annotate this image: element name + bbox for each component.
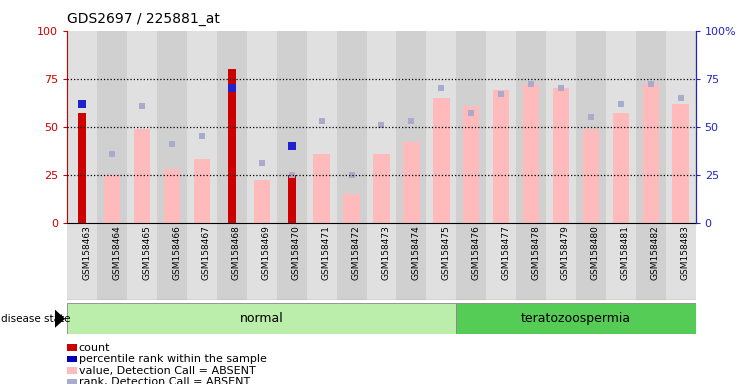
- Bar: [313, 154, 330, 223]
- Bar: [456, 31, 486, 223]
- Bar: [157, 31, 187, 223]
- Bar: [187, 223, 217, 300]
- Bar: [337, 31, 367, 223]
- Bar: [576, 31, 606, 223]
- Bar: [187, 31, 217, 223]
- Text: normal: normal: [240, 312, 283, 325]
- Bar: [636, 223, 666, 300]
- Bar: [97, 31, 127, 223]
- Bar: [217, 223, 247, 300]
- Bar: [486, 31, 516, 223]
- Bar: [672, 104, 689, 223]
- Text: disease state: disease state: [1, 314, 71, 324]
- Bar: [403, 142, 420, 223]
- Bar: [67, 223, 97, 300]
- Bar: [307, 223, 337, 300]
- Bar: [373, 154, 390, 223]
- Bar: [277, 223, 307, 300]
- Text: GSM158478: GSM158478: [531, 225, 540, 280]
- Bar: [97, 223, 127, 300]
- Text: GSM158468: GSM158468: [232, 225, 241, 280]
- Bar: [157, 223, 187, 300]
- Bar: [486, 223, 516, 300]
- Text: GSM158475: GSM158475: [441, 225, 450, 280]
- Bar: [217, 31, 247, 223]
- Bar: [666, 31, 696, 223]
- Text: teratozoospermia: teratozoospermia: [521, 312, 631, 325]
- Bar: [367, 223, 396, 300]
- Bar: [643, 84, 659, 223]
- Bar: [337, 223, 367, 300]
- Bar: [194, 159, 210, 223]
- Bar: [636, 31, 666, 223]
- Text: GSM158483: GSM158483: [681, 225, 690, 280]
- Text: GSM158482: GSM158482: [651, 225, 660, 280]
- Polygon shape: [55, 310, 65, 328]
- Bar: [456, 223, 486, 300]
- Bar: [227, 69, 236, 223]
- Bar: [583, 129, 599, 223]
- Text: GSM158464: GSM158464: [112, 225, 121, 280]
- Bar: [396, 223, 426, 300]
- Text: GSM158472: GSM158472: [352, 225, 361, 280]
- Bar: [247, 31, 277, 223]
- Bar: [606, 223, 636, 300]
- Bar: [164, 169, 180, 223]
- Bar: [247, 223, 277, 300]
- Bar: [516, 223, 546, 300]
- Bar: [613, 113, 629, 223]
- Bar: [343, 194, 360, 223]
- Text: rank, Detection Call = ABSENT: rank, Detection Call = ABSENT: [79, 377, 250, 384]
- Text: percentile rank within the sample: percentile rank within the sample: [79, 354, 266, 364]
- Bar: [127, 223, 157, 300]
- Bar: [666, 223, 696, 300]
- Bar: [104, 175, 120, 223]
- Bar: [463, 106, 479, 223]
- Bar: [546, 31, 576, 223]
- Text: GDS2697 / 225881_at: GDS2697 / 225881_at: [67, 12, 220, 25]
- Bar: [287, 175, 296, 223]
- Text: GSM158469: GSM158469: [262, 225, 271, 280]
- Bar: [254, 180, 270, 223]
- Text: GSM158470: GSM158470: [292, 225, 301, 280]
- Bar: [576, 223, 606, 300]
- Text: GSM158473: GSM158473: [381, 225, 390, 280]
- Text: GSM158471: GSM158471: [322, 225, 331, 280]
- Bar: [277, 31, 307, 223]
- Bar: [426, 31, 456, 223]
- Bar: [396, 31, 426, 223]
- Bar: [127, 31, 157, 223]
- Bar: [67, 31, 97, 223]
- Bar: [67, 303, 456, 334]
- Bar: [516, 31, 546, 223]
- Text: GSM158467: GSM158467: [202, 225, 211, 280]
- Text: GSM158476: GSM158476: [471, 225, 480, 280]
- Bar: [546, 223, 576, 300]
- Bar: [426, 223, 456, 300]
- Bar: [307, 31, 337, 223]
- Bar: [523, 84, 539, 223]
- Bar: [433, 98, 450, 223]
- Text: GSM158480: GSM158480: [591, 225, 600, 280]
- Bar: [553, 88, 569, 223]
- Text: GSM158481: GSM158481: [621, 225, 630, 280]
- Bar: [606, 31, 636, 223]
- Text: GSM158477: GSM158477: [501, 225, 510, 280]
- Text: GSM158479: GSM158479: [561, 225, 570, 280]
- Text: GSM158474: GSM158474: [411, 225, 420, 280]
- Bar: [134, 129, 150, 223]
- Bar: [493, 90, 509, 223]
- Text: GSM158466: GSM158466: [172, 225, 181, 280]
- Text: value, Detection Call = ABSENT: value, Detection Call = ABSENT: [79, 366, 255, 376]
- Bar: [367, 31, 396, 223]
- Text: GSM158463: GSM158463: [82, 225, 91, 280]
- Text: count: count: [79, 343, 110, 353]
- Bar: [78, 113, 87, 223]
- Bar: [456, 303, 696, 334]
- Text: GSM158465: GSM158465: [142, 225, 151, 280]
